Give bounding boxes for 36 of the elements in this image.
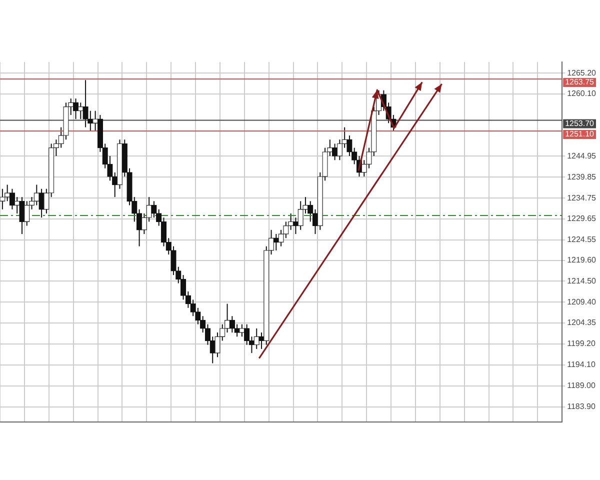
y-tick-label: 1194.10 (567, 360, 596, 370)
candlestick (283, 221, 289, 239)
ref-line-label: 1251.10 (565, 130, 595, 139)
y-tick-label: 1239.85 (567, 172, 597, 182)
y-tick-label: 1265.20 (567, 68, 597, 78)
candlestick (112, 172, 118, 198)
candlestick (258, 332, 264, 350)
candlestick (9, 188, 16, 210)
candlestick (88, 110, 94, 132)
y-tick-label: 1229.65 (567, 214, 597, 224)
y-tick-label: 1204.35 (567, 318, 597, 328)
y-tick-label: 1244.95 (567, 151, 597, 160)
candlestick (170, 246, 176, 276)
candlestick (322, 147, 328, 182)
y-tick-label: 1189.00 (567, 381, 596, 390)
y-tick-label: 1209.40 (567, 297, 597, 306)
candlestick (229, 316, 235, 334)
candlestick (38, 188, 44, 218)
y-tick-label: 1260.10 (567, 89, 597, 98)
candlestick (327, 139, 333, 157)
candlestick (308, 200, 314, 222)
candlestick (82, 80, 88, 128)
candlestick (273, 233, 279, 251)
y-tick-label: 1224.55 (567, 235, 597, 244)
y-tick-label: 1199.20 (567, 339, 596, 348)
candlestick (72, 98, 79, 120)
candlestick (0, 188, 6, 210)
y-tick-label: 1234.75 (567, 193, 597, 202)
y-tick-label: 1183.90 (567, 402, 596, 412)
y-tick-label: 1214.50 (567, 276, 597, 286)
ref-line-label: 1253.70 (565, 118, 595, 128)
candlestick (292, 217, 299, 234)
ref-line-label: 1263.75 (565, 78, 595, 87)
candlestick (346, 134, 352, 157)
candlestick (19, 196, 25, 234)
y-tick-label: 1219.60 (567, 255, 597, 264)
